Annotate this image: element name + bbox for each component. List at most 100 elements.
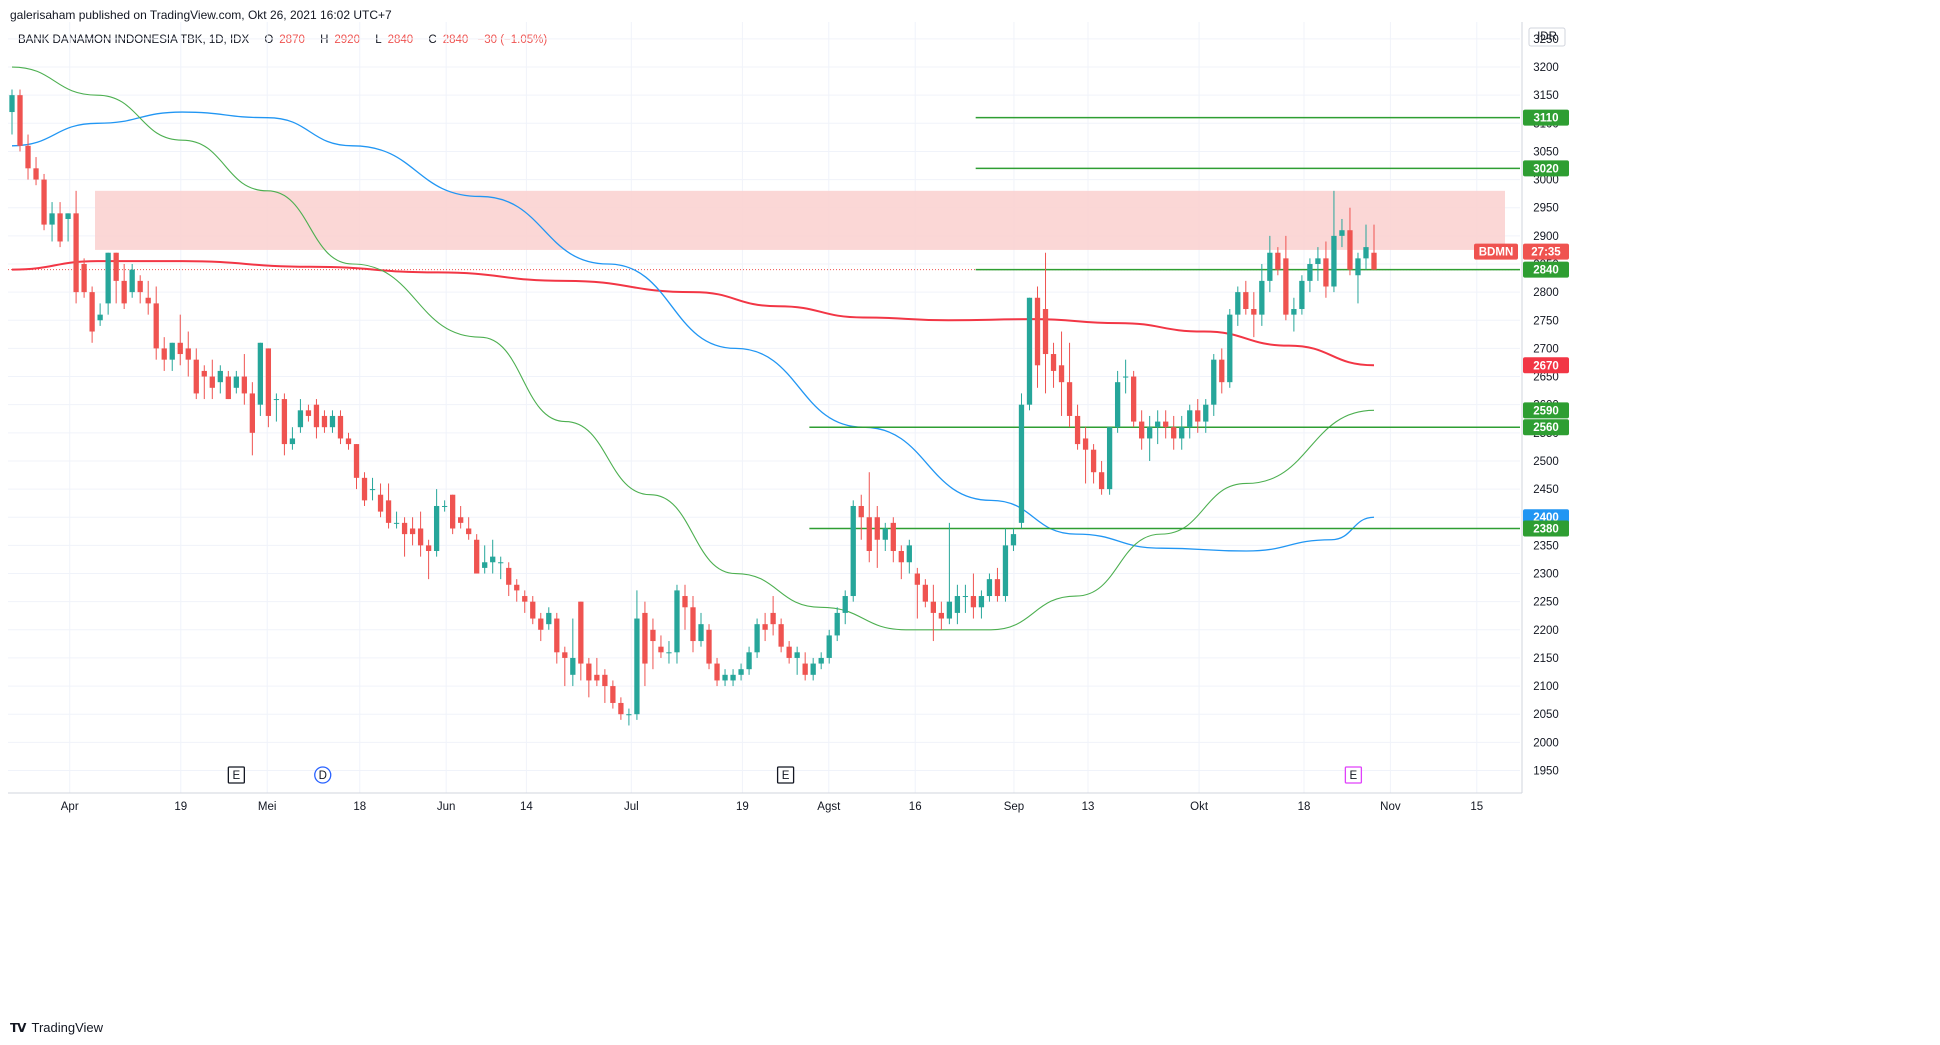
time-axis: Apr 19 Mei 18 Jun 14 Jul 19 Agst 16 Sep 13 Okt 18 Nov 1…: [61, 801, 1483, 813]
time-tick-label: Jul: [624, 801, 639, 813]
time-tick-label: 19: [736, 801, 749, 813]
candle-body: [145, 297, 151, 304]
candle-body: [1307, 263, 1313, 281]
candle-body: [1195, 410, 1201, 422]
candle-body: [738, 669, 744, 675]
candle-body: [826, 635, 832, 658]
price-tag-label: 2560: [1533, 422, 1559, 434]
candle-body: [922, 584, 928, 602]
earnings-event-icon: [1344, 766, 1363, 784]
candle-body: [722, 674, 728, 681]
price-tag-3110: [1523, 109, 1569, 126]
price-tag-label: 3020: [1533, 163, 1559, 175]
candle-body: [417, 528, 424, 546]
candle-body: [305, 410, 312, 416]
candle-body: [610, 686, 616, 703]
candle-body: [297, 410, 304, 428]
candle-body: [650, 629, 656, 642]
price-tag-label: 2840: [1533, 265, 1559, 277]
candle-body: [1122, 376, 1129, 378]
candle-body: [930, 601, 936, 613]
price-tag-2590: [1523, 402, 1569, 419]
price-tick-label: 3150: [1533, 90, 1559, 102]
candle-body: [337, 415, 344, 439]
event-label: D: [319, 770, 327, 782]
close-label: C: [428, 34, 437, 46]
candle-body: [538, 618, 544, 630]
candle-body: [946, 601, 953, 619]
time-tick-label: Agst: [817, 801, 841, 813]
candle-body: [25, 145, 31, 169]
symbol-name[interactable]: BANK DANAMON INDONESIA TBK, 1D, IDX: [18, 34, 250, 46]
candle-body: [1315, 258, 1321, 264]
candle-body: [906, 545, 912, 563]
candle-body: [1339, 230, 1345, 236]
price-tick-label: 2650: [1533, 372, 1559, 384]
chart-grid: [8, 22, 1523, 794]
price-tick-label: 3250: [1533, 34, 1559, 46]
candle-body: [850, 505, 856, 597]
candle-body: [113, 252, 119, 281]
candle-body: [786, 646, 792, 658]
candle-body: [281, 399, 288, 445]
candle-body: [586, 663, 592, 681]
price-tick-label: 3050: [1533, 146, 1559, 158]
candle-body: [1291, 309, 1297, 315]
candle-body: [578, 601, 584, 664]
candle-body: [81, 263, 87, 293]
candle-body: [153, 303, 159, 349]
price-tag-2380: [1523, 520, 1569, 537]
candle-body: [506, 567, 512, 585]
price-tick-label: 2000: [1533, 737, 1559, 749]
candle-body: [882, 528, 888, 540]
candle-body: [225, 376, 231, 400]
candle-body: [594, 674, 600, 681]
price-tag-label: 3110: [1534, 113, 1559, 125]
time-tick-label: Mei: [258, 801, 277, 813]
candle-body: [209, 376, 215, 388]
candle-body: [121, 280, 127, 304]
candle-body: [858, 505, 864, 518]
candle-body: [874, 517, 880, 540]
time-tick-label: Sep: [1004, 801, 1024, 813]
candle-body: [450, 494, 456, 529]
candle-body: [1283, 258, 1289, 315]
candle-body: [714, 663, 720, 681]
candle-body: [658, 646, 664, 653]
price-tag-3020: [1523, 160, 1569, 177]
price-tick-label: 3200: [1533, 62, 1559, 74]
candle-body: [554, 618, 560, 653]
candle-body: [1002, 545, 1009, 597]
time-tick-label: 18: [1298, 801, 1311, 813]
ma_green-line: [11, 66, 1375, 631]
candle-body: [97, 314, 103, 321]
candle-body: [890, 522, 896, 552]
brand-text: TradingView: [31, 1020, 104, 1035]
open-value: 2870: [279, 34, 305, 46]
candle-body: [810, 663, 816, 675]
candle-body: [1323, 258, 1329, 287]
candle-body: [137, 280, 143, 293]
candle-body: [1187, 410, 1193, 428]
price-tag-2840: [1523, 261, 1569, 278]
price-tick-label: 1950: [1533, 765, 1559, 777]
time-tick-label: 19: [174, 801, 187, 813]
time-tick-label: 18: [353, 801, 366, 813]
low-label: L: [375, 34, 382, 46]
candle-body: [1251, 309, 1257, 315]
ma_blue-line: [11, 111, 1375, 552]
candle-body: [73, 213, 79, 293]
price-tag-label: 2670: [1533, 360, 1559, 372]
symbol-info-line: BANK DANAMON INDONESIA TBK, 1D, IDX O 287…: [18, 34, 547, 46]
candle-body: [970, 596, 977, 608]
candle-body: [842, 596, 848, 613]
candle-body: [954, 596, 961, 613]
price-tick-label: 2700: [1533, 343, 1559, 355]
candle-body: [441, 505, 448, 507]
candle-body: [1155, 421, 1161, 428]
candle-body: [1018, 404, 1025, 523]
candle-body: [818, 657, 824, 664]
candle-body: [1010, 534, 1017, 546]
